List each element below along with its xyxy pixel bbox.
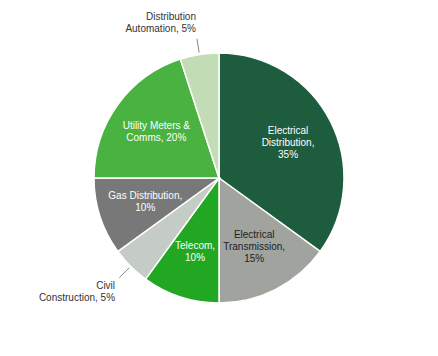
slice-label: Telecom,10% [175,239,215,262]
slice-label: DistributionAutomation, 5% [125,10,196,33]
slices [94,53,344,303]
leader-line [197,39,199,53]
chart-svg: ElectricalDistribution,35% ElectricalTran… [0,0,438,356]
slice-label: ElectricalTransmission,15% [223,229,285,264]
slice-label: Utility Meters &Comms, 20% [123,120,191,143]
leader-line [119,268,129,278]
chart-container: ElectricalDistribution,35% ElectricalTran… [0,0,438,356]
pie-slice [219,178,320,303]
slice-label: Gas Distribution,10% [108,190,182,213]
labels: ElectricalDistribution,35% ElectricalTran… [39,10,315,302]
pie-slice [180,53,219,178]
slice-label: ElectricalDistribution,35% [262,124,315,159]
pie-slice [94,178,219,251]
slice-label: CivilConstruction, 5% [39,280,115,303]
